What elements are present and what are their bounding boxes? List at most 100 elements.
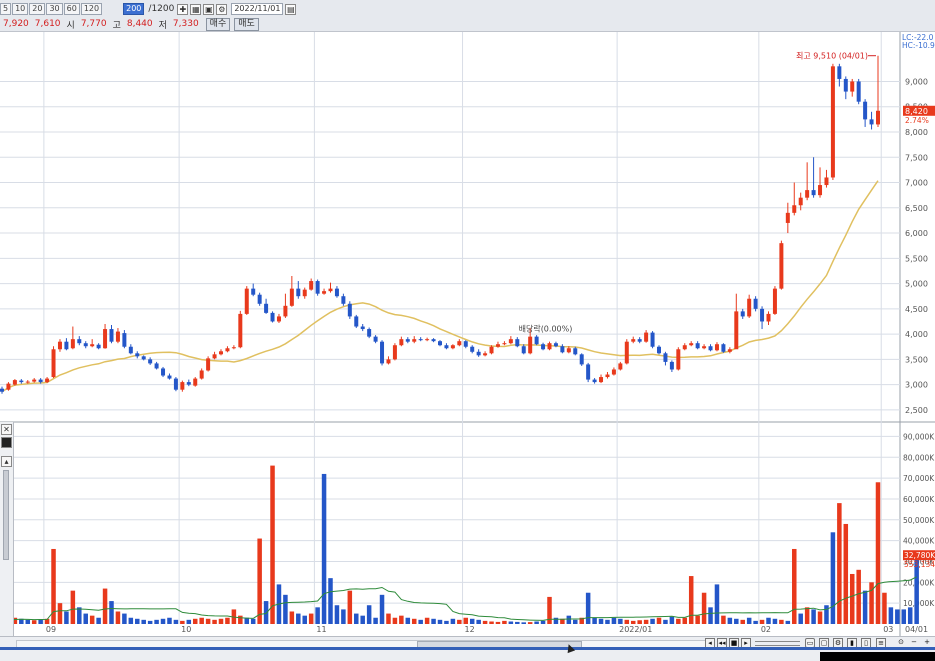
candle-body <box>547 343 552 350</box>
count-selected[interactable]: 200 <box>123 3 145 15</box>
period-button-10[interactable]: 10 <box>12 3 29 15</box>
volume-bar <box>70 590 76 624</box>
volume-bar <box>167 617 172 624</box>
candle-body <box>502 343 507 345</box>
zoom-fit-icon[interactable]: ⊙ <box>898 638 904 646</box>
toolbar: 5 10 20 30 60 120 200 /1200 ✚ ▦ ▣ ⚙ 2022… <box>0 0 935 32</box>
volume-bar <box>740 619 745 624</box>
volume-bar <box>669 616 675 624</box>
volume-bar <box>57 603 63 624</box>
candle-body <box>289 288 294 306</box>
month-label: 2022/01 <box>619 625 652 634</box>
period-button-5[interactable]: 5 <box>0 3 12 15</box>
candle-body <box>624 341 629 364</box>
last-price-label: 8,420 <box>905 107 928 116</box>
volume-bar <box>173 619 179 624</box>
candle-body <box>83 343 88 347</box>
candle-body <box>605 374 610 378</box>
taskbar-fragment <box>820 652 935 661</box>
candle-body <box>25 381 30 383</box>
price-tick-label: 6,500 <box>905 204 928 213</box>
volume-bar <box>250 618 256 624</box>
volume-bar <box>225 617 230 624</box>
volume-bar <box>302 615 307 624</box>
candle-body <box>450 345 455 349</box>
candle-body <box>180 382 185 390</box>
hc-label: HC:-10.9 <box>902 41 935 50</box>
candle-body <box>186 382 191 385</box>
zoom-out-icon[interactable]: − <box>911 638 917 646</box>
candle-body <box>206 358 211 371</box>
date-field[interactable]: 2022/11/01 <box>231 3 284 15</box>
scroll-up-icon[interactable]: ▴ <box>1 456 12 467</box>
volume-bar <box>19 618 24 624</box>
volume-bar <box>199 617 204 624</box>
volume-bar <box>540 620 546 624</box>
volume-bar <box>875 482 881 624</box>
candle-body <box>792 205 797 213</box>
price-moving-average <box>1 180 879 393</box>
volume-bar <box>424 617 430 624</box>
candle-body <box>637 339 642 342</box>
last-volume-box <box>903 550 935 561</box>
volume-bar <box>534 621 539 624</box>
peak-annotation: 최고 9,510 (04/01) <box>796 51 868 61</box>
volume-bar <box>315 607 320 624</box>
month-label: 12 <box>465 625 475 634</box>
volume-bar <box>663 619 668 624</box>
volume-bar <box>914 555 919 624</box>
panel-square-icon[interactable] <box>1 437 12 448</box>
chart-svg[interactable]: 2,500 3,000 3,500 4,000 4,500 5,000 5,500 6,000… <box>0 32 935 636</box>
high-label: 고 <box>112 20 121 31</box>
volume-bar <box>792 548 797 624</box>
toolbar-row-periods: 5 10 20 30 60 120 200 /1200 ✚ ▦ ▣ ⚙ 2022… <box>0 2 298 16</box>
close-icon[interactable]: ✕ <box>1 424 12 435</box>
volume-bar <box>431 618 436 624</box>
candle-body <box>212 354 217 359</box>
volume-bar <box>147 620 153 624</box>
candle-body <box>863 101 868 120</box>
volume-bar <box>882 592 887 624</box>
sell-button[interactable]: 매도 <box>234 17 259 31</box>
period-button-20[interactable]: 20 <box>29 3 46 15</box>
chart-area[interactable]: 2,500 3,000 3,500 4,000 4,500 5,000 5,500 6,000… <box>0 32 935 636</box>
period-button-30[interactable]: 30 <box>46 3 63 15</box>
volume-bar <box>605 619 610 624</box>
candle-body <box>412 339 417 342</box>
zoom-in-icon[interactable]: + <box>924 638 930 646</box>
last-price-box <box>903 105 935 116</box>
panel-scrollbar[interactable] <box>3 470 9 560</box>
candle-body <box>367 329 372 337</box>
volume-bar <box>347 590 353 624</box>
candle-body <box>225 348 230 352</box>
candle-body <box>444 345 449 349</box>
candle-body <box>302 289 307 297</box>
volume-bar <box>521 622 526 624</box>
buy-button[interactable]: 매수 <box>205 17 231 31</box>
candle-body <box>689 343 694 346</box>
volume-bar <box>560 618 565 624</box>
zoom-slider[interactable] <box>755 641 800 646</box>
candle-body <box>824 177 829 186</box>
candle-body <box>334 288 339 297</box>
period-button-120[interactable]: 120 <box>80 3 103 15</box>
volume-bar <box>115 611 121 624</box>
volume-bar <box>817 611 823 624</box>
candle-body <box>805 190 810 198</box>
volume-bar <box>296 613 301 624</box>
settings-icon[interactable]: ⚙ <box>216 3 228 15</box>
crosshair-icon[interactable]: ✚ <box>177 3 189 15</box>
volume-bar <box>598 618 604 624</box>
volume-bar <box>611 617 617 624</box>
volume-bar <box>637 620 642 624</box>
volume-bar <box>547 596 552 624</box>
candle-body <box>541 344 546 350</box>
table-icon[interactable]: ▦ <box>190 3 202 15</box>
candle-body <box>328 288 333 292</box>
save-icon[interactable]: ▣ <box>203 3 215 15</box>
volume-bar <box>109 601 114 624</box>
calendar-icon[interactable]: ▤ <box>285 3 297 15</box>
volume-bar <box>779 619 784 624</box>
period-button-60[interactable]: 60 <box>63 3 80 15</box>
candle-body <box>380 341 385 364</box>
